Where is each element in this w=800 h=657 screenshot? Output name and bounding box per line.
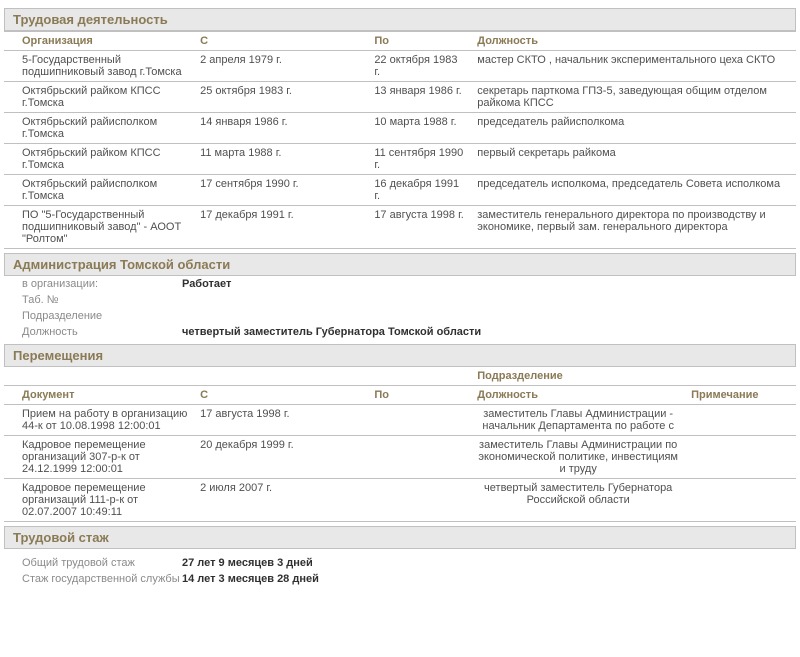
cell-from: 25 октября 1983 г. [194,82,368,113]
table-row: Октябрьский райисполком г.Томска17 сентя… [4,175,796,206]
cell-org: Октябрьский райисполком г.Томска [4,175,194,206]
table-row: ПО "5-Государственный подшипниковый заво… [4,206,796,249]
col-position: Должность [471,32,796,51]
cell-to [368,479,471,522]
cell-pos: первый секретарь райкома [471,144,796,175]
kv-label: Подразделение [22,310,182,322]
section-work-activity: Трудовая деятельность [4,8,796,31]
col-dept: Подразделение [471,367,685,386]
kv-row: Общий трудовой стаж27 лет 9 месяцев 3 дн… [4,555,796,571]
kv-row: Должностьчетвертый заместитель Губернато… [4,324,796,340]
section-admin: Администрация Томской области [4,253,796,276]
cell-to: 13 января 1986 г. [368,82,471,113]
cell-from: 17 сентября 1990 г. [194,175,368,206]
cell-from: 20 декабря 1999 г. [194,436,368,479]
kv-label: Общий трудовой стаж [22,557,182,569]
kv-label: Таб. № [22,294,182,306]
cell-dept: заместитель Главы Администрации - началь… [471,405,685,436]
table-row: Октябрьский райисполком г.Томска14 январ… [4,113,796,144]
col-from: С [194,32,368,51]
cell-note [685,436,796,479]
cell-to: 11 сентября 1990 г. [368,144,471,175]
cell-to: 16 декабря 1991 г. [368,175,471,206]
cell-from: 2 апреля 1979 г. [194,51,368,82]
kv-row: Подразделение [4,308,796,324]
cell-dept: заместитель Главы Администрации по эконо… [471,436,685,479]
moves-table: Подразделение Документ С По Должность Пр… [4,367,796,522]
cell-pos: секретарь парткома ГПЗ-5, заведующая общ… [471,82,796,113]
admin-kv-block: в организации:РаботаетТаб. №Подразделени… [4,276,796,340]
table-row: Октябрьский райком КПСС г.Томска11 марта… [4,144,796,175]
cell-org: 5-Государственный подшипниковый завод г.… [4,51,194,82]
cell-from: 11 марта 1988 г. [194,144,368,175]
cell-pos: заместитель генерального директора по пр… [471,206,796,249]
cell-org: Октябрьский райком КПСС г.Томска [4,144,194,175]
cell-to: 17 августа 1998 г. [368,206,471,249]
kv-row: Стаж государственной службы14 лет 3 меся… [4,571,796,587]
seniority-block: Общий трудовой стаж27 лет 9 месяцев 3 дн… [4,549,796,587]
col-to2: По [368,386,471,405]
col-pos: Должность [471,386,685,405]
kv-label: в организации: [22,278,182,290]
kv-row: в организации:Работает [4,276,796,292]
cell-dept: четвертый заместитель Губернатора Россий… [471,479,685,522]
cell-from: 17 августа 1998 г. [194,405,368,436]
table-row: Октябрьский райком КПСС г.Томска25 октяб… [4,82,796,113]
section-seniority: Трудовой стаж [4,526,796,549]
kv-value: Работает [182,278,231,290]
cell-org: Октябрьский райисполком г.Томска [4,113,194,144]
cell-to: 22 октября 1983 г. [368,51,471,82]
section-moves: Перемещения [4,344,796,367]
cell-from: 2 июля 2007 г. [194,479,368,522]
cell-from: 14 января 1986 г. [194,113,368,144]
work-activity-table: Организация С По Должность 5-Государстве… [4,31,796,249]
cell-doc: Кадровое перемещение организаций 307-р-к… [4,436,194,479]
cell-to: 10 марта 1988 г. [368,113,471,144]
cell-org: Октябрьский райком КПСС г.Томска [4,82,194,113]
cell-to [368,405,471,436]
col-doc: Документ [4,386,194,405]
cell-doc: Прием на работу в организацию 44-к от 10… [4,405,194,436]
col-to: По [368,32,471,51]
table-row: 5-Государственный подшипниковый завод г.… [4,51,796,82]
col-org: Организация [4,32,194,51]
table-row: Прием на работу в организацию 44-к от 10… [4,405,796,436]
cell-doc: Кадровое перемещение организаций 111-р-к… [4,479,194,522]
col-from2: С [194,386,368,405]
cell-org: ПО "5-Государственный подшипниковый заво… [4,206,194,249]
table-row: Кадровое перемещение организаций 111-р-к… [4,479,796,522]
cell-pos: председатель исполкома, председатель Сов… [471,175,796,206]
cell-note [685,479,796,522]
cell-from: 17 декабря 1991 г. [194,206,368,249]
kv-value: четвертый заместитель Губернатора Томско… [182,326,481,338]
kv-label: Стаж государственной службы [22,573,182,585]
cell-to [368,436,471,479]
kv-label: Должность [22,326,182,338]
table-row: Кадровое перемещение организаций 307-р-к… [4,436,796,479]
kv-value: 14 лет 3 месяцев 28 дней [182,573,319,585]
col-note: Примечание [685,386,796,405]
cell-note [685,405,796,436]
cell-pos: мастер СКТО , начальник экспериментально… [471,51,796,82]
kv-row: Таб. № [4,292,796,308]
kv-value: 27 лет 9 месяцев 3 дней [182,557,313,569]
cell-pos: председатель райисполкома [471,113,796,144]
